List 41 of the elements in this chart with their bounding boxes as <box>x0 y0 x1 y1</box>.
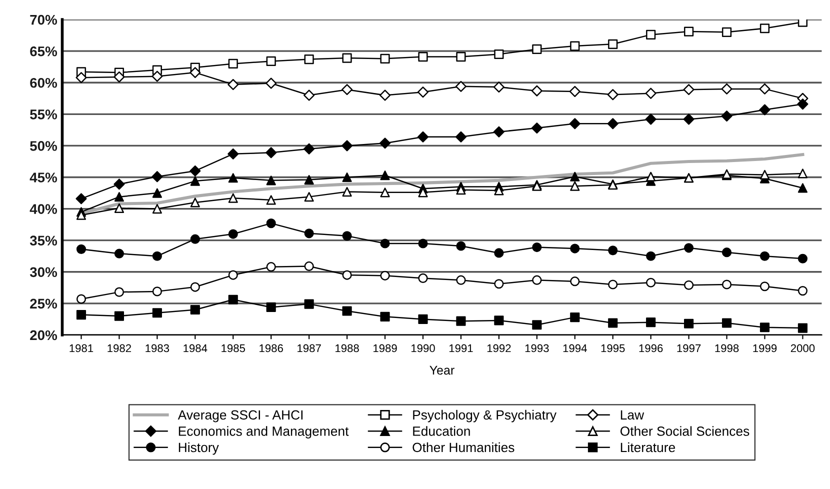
x-tick-label: 1992 <box>487 344 511 352</box>
x-tick-label: 1995 <box>601 344 625 352</box>
legend-label: Literature <box>620 442 676 452</box>
x-tick-label: 2000 <box>790 344 815 352</box>
legend-label: Law <box>620 410 644 420</box>
x-tick-label: 1987 <box>298 344 321 352</box>
y-tick-label: 20% <box>30 330 58 340</box>
x-tick-label: 1999 <box>753 344 777 352</box>
x-tick-label: 1982 <box>108 344 132 352</box>
x-tick-label: 1998 <box>715 344 739 352</box>
x-tick-label: 1983 <box>146 344 170 352</box>
legend-label: Other Social Sciences <box>620 426 750 436</box>
legend-label: Psychology & Psychiatry <box>413 410 556 422</box>
x-tick-label: 1989 <box>374 344 397 352</box>
x-tick-label: 1985 <box>222 344 246 352</box>
x-tick-label: 1990 <box>411 344 435 352</box>
y-tick-label: 35% <box>30 236 58 246</box>
x-tick-label: 1991 <box>449 344 473 352</box>
legend-label: Other Humanities <box>412 442 514 452</box>
x-axis-title: Year <box>430 366 454 375</box>
x-tick-label: 1996 <box>639 344 663 352</box>
y-tick-label: 65% <box>30 46 58 56</box>
x-tick-label: 1994 <box>563 344 587 352</box>
x-tick-label: 1981 <box>70 344 94 352</box>
y-tick-label: 30% <box>30 267 58 278</box>
legend-label: Average SSCI - AHCI <box>178 410 303 422</box>
y-tick-label: 70% <box>30 14 58 25</box>
x-tick-label: 1993 <box>525 344 549 352</box>
y-tick-label: 50% <box>30 141 58 151</box>
y-tick-label: 25% <box>30 298 58 309</box>
y-tick-label: 40% <box>30 204 58 214</box>
x-tick-label: 1988 <box>336 344 359 352</box>
legend-label: Education <box>413 426 470 436</box>
y-tick-label: 45% <box>30 172 58 182</box>
x-tick-label: 1984 <box>184 344 208 352</box>
y-tick-label: 55% <box>30 110 58 120</box>
y-tick-label: 60% <box>30 78 58 88</box>
legend-label: History <box>178 442 219 455</box>
legend-label: Economics and Management <box>178 426 349 438</box>
x-tick-label: 1986 <box>260 344 283 352</box>
x-tick-label: 1997 <box>677 344 701 352</box>
